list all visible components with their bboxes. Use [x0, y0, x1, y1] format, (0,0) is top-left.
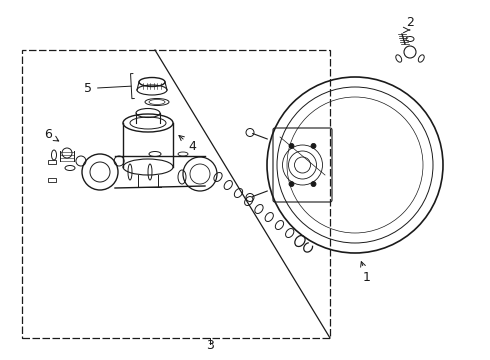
Text: 3: 3	[206, 339, 214, 352]
Bar	[48, 178, 56, 182]
Circle shape	[289, 181, 294, 186]
Circle shape	[311, 181, 316, 186]
Bar	[48, 160, 56, 164]
FancyArrowPatch shape	[253, 191, 268, 197]
FancyArrowPatch shape	[253, 134, 268, 139]
Circle shape	[311, 143, 316, 148]
Circle shape	[289, 143, 294, 148]
Text: 4: 4	[179, 135, 196, 153]
Bar	[22, 50, 330, 338]
Text: 6: 6	[44, 128, 59, 141]
Text: 2: 2	[406, 15, 414, 28]
Text: 1: 1	[361, 262, 371, 284]
Text: 5: 5	[84, 73, 134, 99]
